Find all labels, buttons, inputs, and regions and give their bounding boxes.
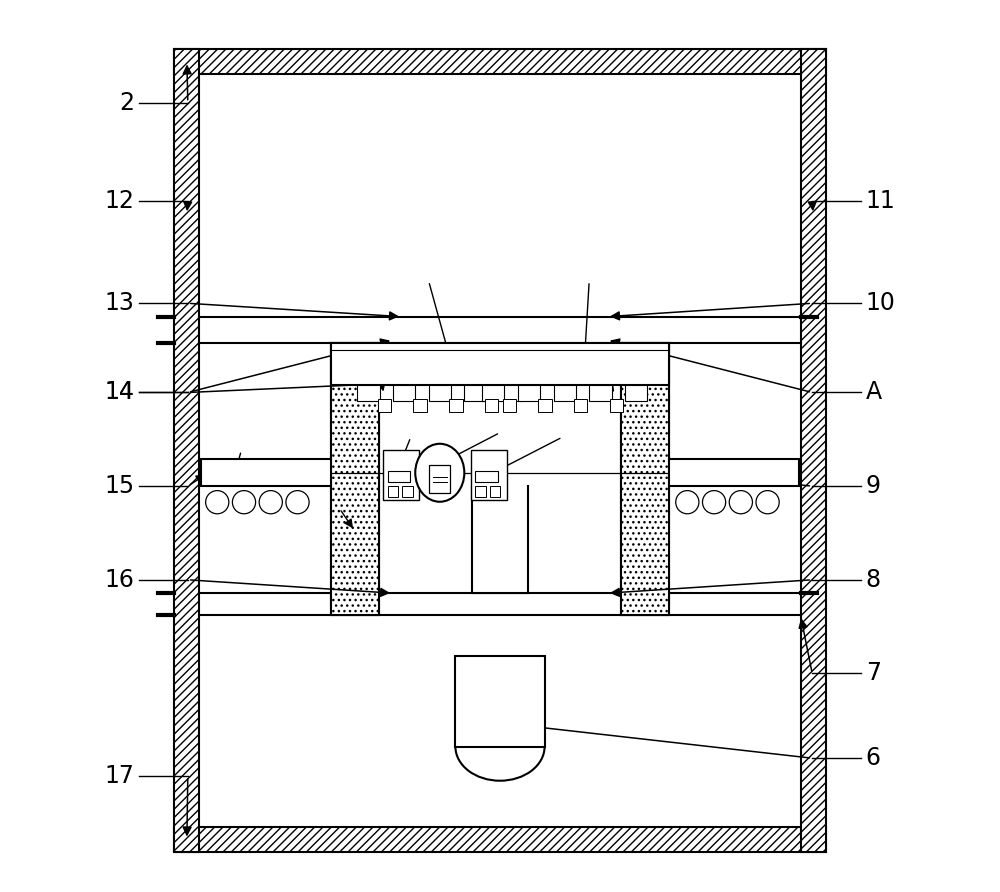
Bar <box>331 343 669 385</box>
Bar <box>500 385 522 401</box>
Bar <box>464 385 487 401</box>
Bar <box>610 399 623 412</box>
Bar <box>378 399 391 412</box>
Circle shape <box>259 491 282 514</box>
Text: 13: 13 <box>104 292 134 315</box>
Text: 7: 7 <box>866 662 881 685</box>
Text: 6: 6 <box>866 747 881 770</box>
Text: 14: 14 <box>104 381 134 404</box>
Text: 9: 9 <box>866 475 881 498</box>
Circle shape <box>232 491 256 514</box>
Bar <box>199 74 801 827</box>
Bar <box>538 399 552 412</box>
Text: 11: 11 <box>866 189 895 212</box>
Bar <box>801 49 826 852</box>
Circle shape <box>206 491 229 514</box>
Bar <box>471 450 507 500</box>
Text: 8: 8 <box>866 568 881 591</box>
Circle shape <box>286 491 309 514</box>
Bar <box>413 399 427 412</box>
Bar <box>589 385 612 401</box>
Bar <box>503 399 516 412</box>
Bar <box>393 385 415 401</box>
Bar <box>174 827 826 852</box>
Bar <box>554 385 576 401</box>
Bar <box>357 385 380 401</box>
Bar <box>429 465 450 493</box>
Circle shape <box>756 491 779 514</box>
Bar <box>475 471 498 482</box>
Text: 14: 14 <box>104 381 134 404</box>
Bar <box>490 486 500 497</box>
Bar <box>331 343 379 615</box>
Text: 12: 12 <box>104 189 134 212</box>
Bar <box>201 459 331 486</box>
Text: A: A <box>866 381 882 404</box>
Bar <box>429 385 451 401</box>
Circle shape <box>729 491 752 514</box>
Bar <box>331 343 379 615</box>
Bar <box>621 343 669 615</box>
Text: 15: 15 <box>104 475 134 498</box>
Bar <box>388 486 398 497</box>
Bar <box>625 385 647 401</box>
Text: 17: 17 <box>104 764 134 788</box>
Bar <box>482 385 504 401</box>
Bar <box>574 399 587 412</box>
Bar <box>621 343 669 615</box>
Circle shape <box>676 491 699 514</box>
Bar <box>455 656 545 747</box>
Text: 16: 16 <box>104 568 134 591</box>
Text: 10: 10 <box>866 292 896 315</box>
Text: 2: 2 <box>119 91 134 114</box>
Bar <box>388 471 410 482</box>
Bar <box>669 459 799 486</box>
Ellipse shape <box>415 443 464 501</box>
Bar <box>402 486 413 497</box>
Bar <box>485 399 498 412</box>
Bar <box>383 450 419 500</box>
Bar <box>475 486 486 497</box>
Circle shape <box>702 491 726 514</box>
Bar <box>518 385 540 401</box>
Bar <box>174 49 199 852</box>
Bar <box>174 49 826 74</box>
Bar <box>449 399 463 412</box>
